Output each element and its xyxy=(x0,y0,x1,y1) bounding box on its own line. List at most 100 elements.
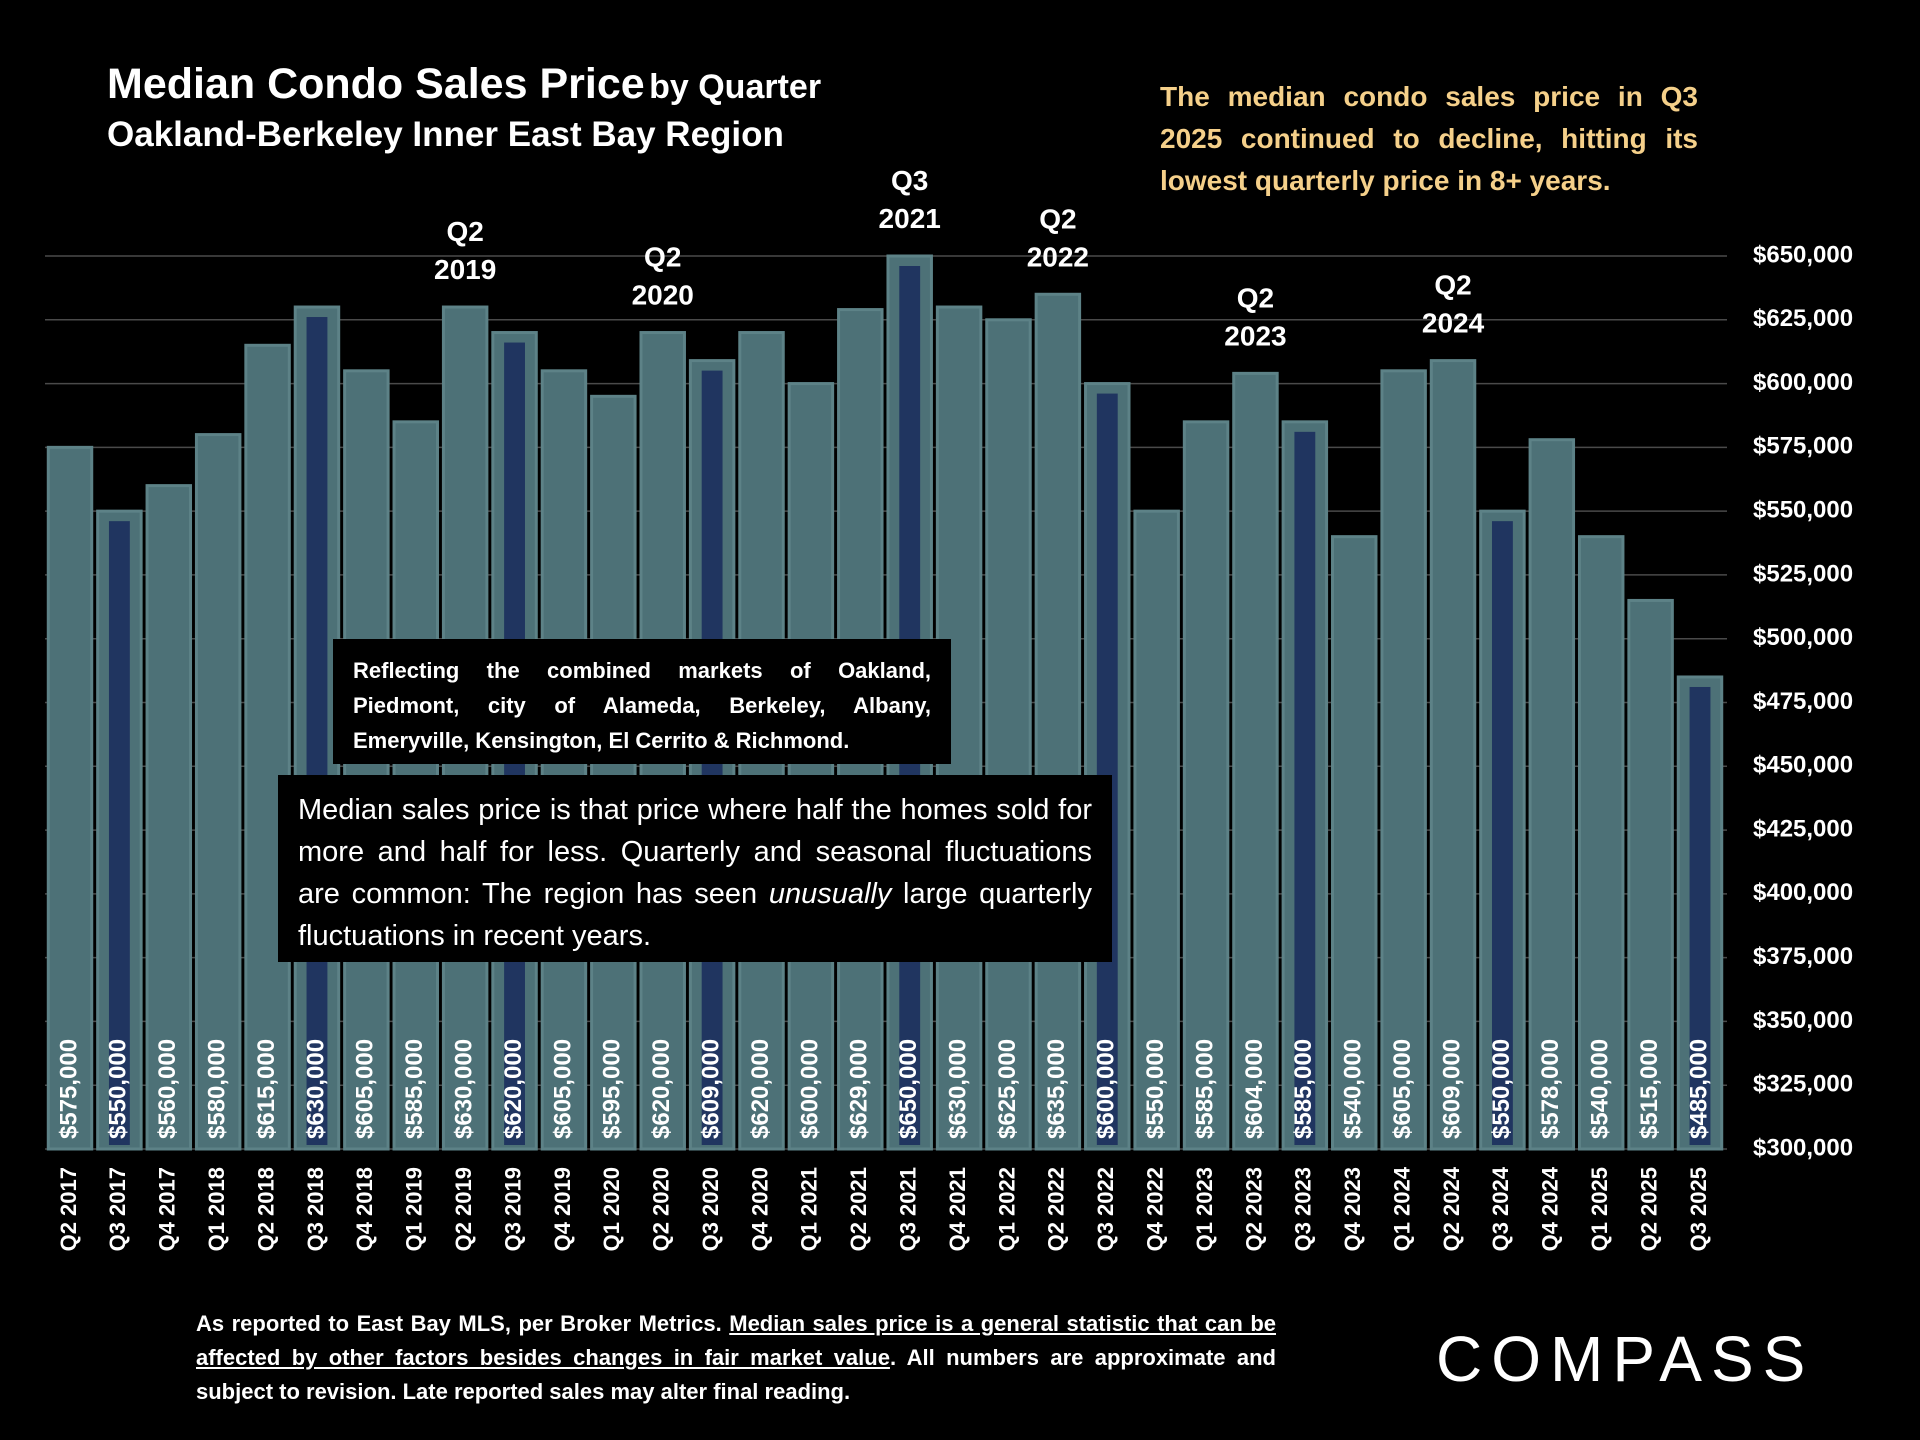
x-tick-label: Q4 2018 xyxy=(352,1167,377,1251)
y-tick-label: $575,000 xyxy=(1753,433,1853,460)
y-tick-label: $625,000 xyxy=(1753,305,1853,332)
note-emphasis: unusually xyxy=(768,878,892,910)
chart-subtitle: Oakland-Berkeley Inner East Bay Region xyxy=(107,115,784,154)
definition-note: Median sales price is that price where h… xyxy=(278,775,1112,962)
value-label: $575,000 xyxy=(55,1039,82,1139)
value-label: $605,000 xyxy=(352,1039,379,1139)
value-label: $625,000 xyxy=(994,1039,1021,1139)
value-label: $540,000 xyxy=(1340,1039,1367,1139)
value-label: $550,000 xyxy=(1488,1039,1515,1139)
value-label: $615,000 xyxy=(253,1039,280,1139)
peak-label: 2022 xyxy=(1027,241,1089,272)
value-label: $550,000 xyxy=(1142,1039,1169,1139)
x-tick-label: Q2 2020 xyxy=(649,1167,674,1251)
x-tick-label: Q4 2017 xyxy=(155,1167,180,1251)
value-label: $650,000 xyxy=(895,1039,922,1139)
footnote: As reported to East Bay MLS, per Broker … xyxy=(196,1307,1276,1409)
region-note: Reflecting the combined markets of Oakla… xyxy=(333,639,951,764)
bar xyxy=(46,445,94,1151)
value-label: $605,000 xyxy=(549,1039,576,1139)
bar xyxy=(1331,535,1378,1151)
y-tick-label: $550,000 xyxy=(1753,496,1853,523)
x-tick-label: Q1 2018 xyxy=(204,1167,229,1251)
x-tick-label: Q4 2020 xyxy=(747,1167,772,1251)
bar xyxy=(1429,359,1477,1151)
value-label: $585,000 xyxy=(1191,1039,1218,1139)
bar xyxy=(1034,292,1082,1151)
x-tick-label: Q2 2023 xyxy=(1241,1167,1266,1251)
bar-highlight xyxy=(1294,431,1316,1145)
bar xyxy=(244,343,291,1151)
bar-highlight xyxy=(108,521,130,1145)
y-tick-label: $450,000 xyxy=(1753,752,1853,779)
bar xyxy=(590,394,637,1151)
x-tick-label: Q3 2025 xyxy=(1686,1167,1711,1251)
x-tick-label: Q2 2018 xyxy=(253,1167,278,1251)
x-tick-label: Q3 2017 xyxy=(105,1167,130,1251)
y-tick-label: $650,000 xyxy=(1753,241,1853,268)
peak-label: Q2 xyxy=(446,216,483,247)
x-tick-label: Q2 2017 xyxy=(56,1167,81,1251)
value-label: $609,000 xyxy=(1438,1039,1465,1139)
bar xyxy=(145,484,193,1151)
x-tick-label: Q1 2022 xyxy=(994,1167,1019,1251)
x-tick-label: Q3 2021 xyxy=(896,1167,921,1251)
value-label: $600,000 xyxy=(796,1039,823,1139)
value-label: $630,000 xyxy=(302,1039,329,1139)
value-label: $515,000 xyxy=(1636,1039,1663,1139)
y-tick-label: $375,000 xyxy=(1753,943,1853,970)
y-tick-label: $350,000 xyxy=(1753,1007,1853,1034)
peak-label: Q3 xyxy=(891,165,928,196)
value-label: $550,000 xyxy=(105,1039,132,1139)
bar xyxy=(1528,438,1576,1151)
bar xyxy=(1232,371,1279,1151)
bar xyxy=(1133,509,1180,1151)
y-tick-label: $425,000 xyxy=(1753,815,1853,842)
x-tick-label: Q1 2021 xyxy=(797,1167,822,1251)
peak-label: 2021 xyxy=(879,203,941,234)
x-tick-label: Q2 2019 xyxy=(451,1167,476,1251)
bar-highlight xyxy=(1491,521,1513,1145)
peak-label: Q2 xyxy=(644,242,681,273)
value-label: $609,000 xyxy=(697,1039,724,1139)
value-label: $585,000 xyxy=(401,1039,428,1139)
x-tick-label: Q3 2019 xyxy=(500,1167,525,1251)
x-tick-label: Q1 2023 xyxy=(1192,1167,1217,1251)
brand-logo: COMPASS xyxy=(1436,1323,1815,1395)
peak-label: Q2 xyxy=(1434,270,1471,301)
chart-title-suffix: by Quarter xyxy=(649,68,822,106)
x-tick-label: Q4 2019 xyxy=(550,1167,575,1251)
y-tick-label: $475,000 xyxy=(1753,688,1853,715)
value-label: $600,000 xyxy=(1093,1039,1120,1139)
value-label: $485,000 xyxy=(1685,1039,1712,1139)
peak-label: 2020 xyxy=(632,280,694,311)
value-label: $630,000 xyxy=(450,1039,477,1139)
peak-label: 2019 xyxy=(434,254,496,285)
y-tick-label: $400,000 xyxy=(1753,879,1853,906)
value-label: $620,000 xyxy=(500,1039,527,1139)
value-label: $604,000 xyxy=(1241,1039,1268,1139)
value-label: $620,000 xyxy=(648,1039,675,1139)
value-label: $580,000 xyxy=(204,1039,231,1139)
x-tick-label: Q1 2025 xyxy=(1587,1167,1612,1251)
x-tick-label: Q2 2021 xyxy=(846,1167,871,1251)
bar xyxy=(1182,420,1230,1151)
value-label: $578,000 xyxy=(1537,1039,1564,1139)
value-label: $595,000 xyxy=(599,1039,626,1139)
footnote-text: . All numbers are approximate and subjec… xyxy=(196,1345,1276,1404)
peak-label: 2024 xyxy=(1422,308,1485,339)
x-tick-label: Q3 2020 xyxy=(698,1167,723,1251)
y-tick-label: $500,000 xyxy=(1753,624,1853,651)
note-text: large quarterly fluctuations in recent y… xyxy=(298,878,1092,952)
x-tick-label: Q4 2024 xyxy=(1538,1166,1563,1251)
value-label: $635,000 xyxy=(1043,1039,1070,1139)
y-tick-label: $525,000 xyxy=(1753,560,1853,587)
commentary: The median condo sales price in Q3 2025 … xyxy=(1160,81,1698,196)
chart-title: Median Condo Sales Price xyxy=(107,60,645,108)
y-tick-label: $600,000 xyxy=(1753,369,1853,396)
bar xyxy=(1627,598,1674,1151)
note-text: Median sales price is that price where h… xyxy=(298,794,1092,910)
x-tick-label: Q3 2024 xyxy=(1488,1166,1513,1251)
